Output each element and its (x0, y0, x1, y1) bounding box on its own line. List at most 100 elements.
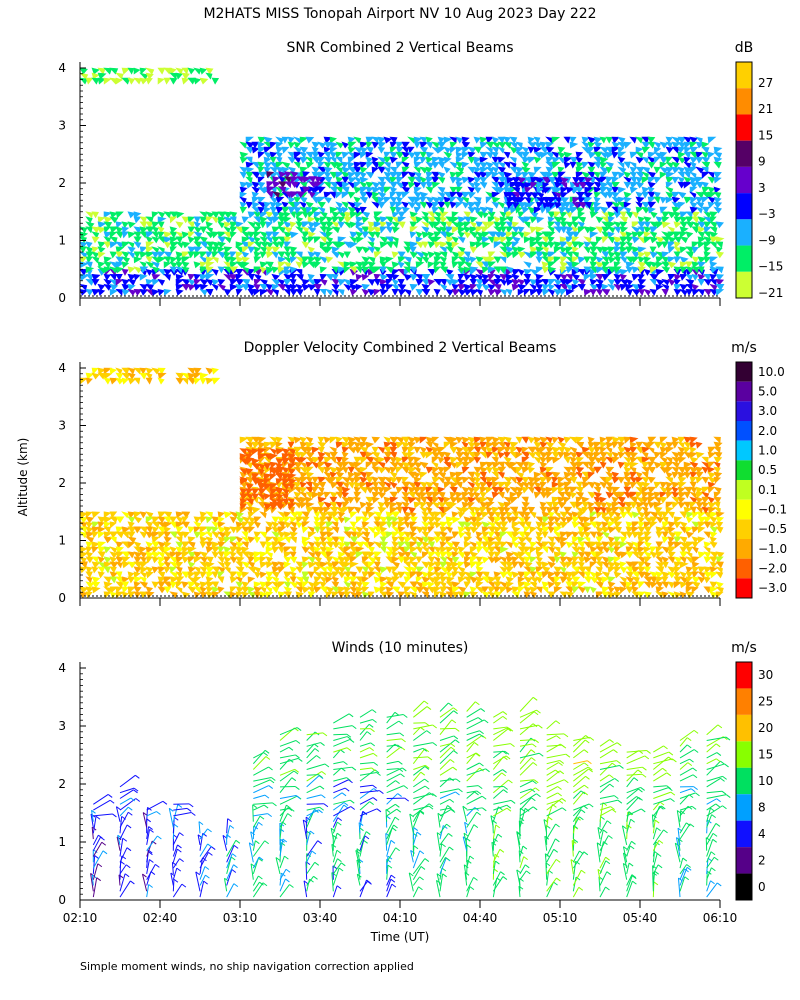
heatmap-cell (589, 256, 598, 264)
heatmap-cell (547, 546, 556, 554)
heatmap-cell (521, 436, 530, 444)
heatmap-cell (271, 283, 280, 291)
heatmap-cell (361, 226, 370, 234)
heatmap-cell (257, 181, 266, 189)
heatmap-cell (241, 591, 250, 599)
heatmap-cell (529, 278, 538, 286)
heatmap-cell (655, 591, 663, 599)
heatmap-cell (193, 246, 203, 254)
heatmap-cell (559, 591, 568, 599)
heatmap-cell (163, 77, 172, 85)
heatmap-cell (553, 216, 563, 224)
heatmap-cell (499, 273, 508, 281)
heatmap-cell (187, 273, 195, 281)
wind-barb (92, 836, 101, 851)
heatmap-cell (397, 261, 405, 269)
heatmap-cell (529, 556, 537, 564)
heatmap-cell (589, 246, 598, 254)
heatmap-cell (439, 278, 448, 286)
heatmap-cell (497, 186, 506, 194)
heatmap-cell (223, 246, 233, 254)
heatmap-cell (421, 278, 430, 286)
heatmap-cell (665, 146, 674, 154)
heatmap-cell (115, 561, 123, 569)
heatmap-cell (289, 288, 299, 296)
heatmap-cell (355, 266, 363, 274)
heatmap-cell (397, 216, 407, 224)
heatmap-cell (269, 141, 277, 149)
heatmap-cell (109, 216, 119, 224)
heatmap-cell (193, 273, 201, 281)
heatmap-cell (269, 151, 278, 159)
heatmap-cell (427, 241, 436, 249)
heatmap-cell (697, 231, 705, 239)
heatmap-cell (211, 268, 219, 276)
heatmap-cell (619, 251, 628, 259)
heatmap-cell (715, 278, 725, 286)
heatmap-cell (151, 266, 160, 274)
heatmap-cell (413, 141, 421, 149)
heatmap-cell (571, 231, 580, 239)
heatmap-cell (691, 216, 700, 224)
heatmap-cell (475, 273, 484, 281)
colorbar-swatch (736, 539, 752, 559)
heatmap-cell (175, 221, 184, 229)
heatmap-cell (421, 256, 430, 264)
heatmap-cell (613, 256, 621, 264)
heatmap-region-1 (79, 511, 725, 599)
heatmap-cell (355, 221, 365, 229)
heatmap-cell (553, 226, 563, 234)
heatmap-cell (301, 226, 310, 234)
heatmap-cell (503, 161, 511, 169)
heatmap-cell (499, 256, 507, 264)
heatmap-cell (169, 216, 178, 224)
heatmap-cell (553, 256, 562, 264)
heatmap-cell (691, 546, 699, 554)
heatmap-cell (85, 216, 93, 224)
heatmap-cell (629, 136, 637, 144)
heatmap-cell (635, 506, 643, 514)
heatmap-cell (133, 273, 141, 281)
heatmap-cell (463, 266, 472, 274)
heatmap-cell (217, 278, 226, 286)
heatmap-cell (613, 273, 621, 281)
heatmap-cell (643, 581, 652, 589)
colorbar-label: 21 (758, 102, 773, 116)
heatmap-cell (115, 241, 124, 249)
heatmap-cell (535, 246, 545, 254)
heatmap-cell (229, 278, 239, 286)
heatmap-cell (547, 231, 556, 239)
heatmap-cell (283, 221, 293, 229)
heatmap-cell (289, 278, 297, 286)
heatmap-cell (103, 591, 112, 599)
heatmap-cell (109, 236, 118, 244)
heatmap-cell (91, 288, 101, 296)
heatmap-cell (475, 231, 485, 239)
heatmap-cell (85, 266, 95, 274)
heatmap-cell (295, 216, 304, 224)
heatmap-cell (163, 273, 171, 281)
heatmap-cell (535, 586, 543, 594)
heatmap-cell (583, 576, 592, 584)
wind-barb-tick (128, 811, 133, 816)
heatmap-cell (419, 201, 428, 209)
heatmap-cell (607, 231, 615, 239)
heatmap-cell (685, 211, 693, 219)
heatmap-cell (403, 261, 411, 269)
heatmap-cell (485, 451, 494, 459)
wind-profile-2 (115, 774, 141, 898)
heatmap-cell (229, 226, 238, 234)
heatmap-cell (367, 231, 376, 239)
heatmap-cell (661, 216, 670, 224)
heatmap-cell (265, 261, 274, 269)
heatmap-cell (151, 556, 160, 564)
heatmap-cell (391, 278, 399, 286)
heatmap-cell (679, 283, 688, 291)
heatmap-cell (379, 591, 388, 599)
heatmap-cell (601, 246, 611, 254)
heatmap-cell (223, 288, 232, 296)
heatmap-cell (115, 288, 123, 296)
heatmap-cell (259, 241, 268, 249)
heatmap-cell (433, 251, 443, 259)
heatmap-cell (643, 236, 653, 244)
